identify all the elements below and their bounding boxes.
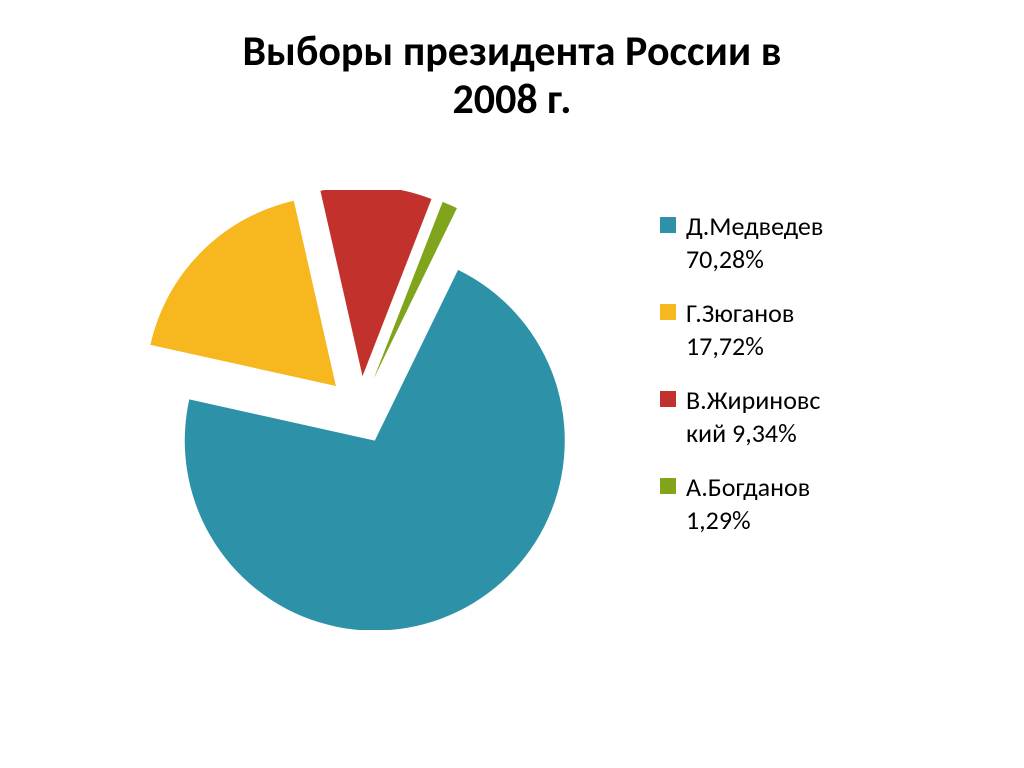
chart-title-line1: Выборы президента России в: [0, 28, 1024, 76]
legend-label-line2: кий 9,34%: [686, 417, 820, 450]
legend-item: Г.Зюганов17,72%: [660, 297, 940, 362]
legend-label-line2: 17,72%: [686, 330, 794, 363]
legend-swatch: [660, 478, 676, 494]
legend-label: А.Богданов1,29%: [686, 471, 810, 536]
legend-swatch: [660, 391, 676, 407]
legend-label-line1: Г.Зюганов: [686, 297, 794, 330]
pie-chart: [140, 190, 580, 630]
legend-label-line2: 70,28%: [686, 243, 823, 276]
legend-label-line1: В.Жириновс: [686, 384, 820, 417]
legend-item: А.Богданов1,29%: [660, 471, 940, 536]
legend-item: В.Жириновский 9,34%: [660, 384, 940, 449]
legend-swatch: [660, 217, 676, 233]
legend-label-line1: А.Богданов: [686, 471, 810, 504]
chart-title: Выборы президента России в 2008 г.: [0, 28, 1024, 125]
legend-label-line2: 1,29%: [686, 504, 810, 537]
chart-title-line2: 2008 г.: [0, 76, 1024, 124]
chart-area: Д.Медведев70,28% Г.Зюганов17,72% В.Жиринов…: [60, 150, 960, 710]
legend-label: Г.Зюганов17,72%: [686, 297, 794, 362]
pie-slice: [150, 201, 335, 386]
legend: Д.Медведев70,28% Г.Зюганов17,72% В.Жиринов…: [660, 210, 940, 558]
legend-label: Д.Медведев70,28%: [686, 210, 823, 275]
legend-swatch: [660, 304, 676, 320]
legend-label-line1: Д.Медведев: [686, 210, 823, 243]
legend-item: Д.Медведев70,28%: [660, 210, 940, 275]
legend-label: В.Жириновский 9,34%: [686, 384, 820, 449]
